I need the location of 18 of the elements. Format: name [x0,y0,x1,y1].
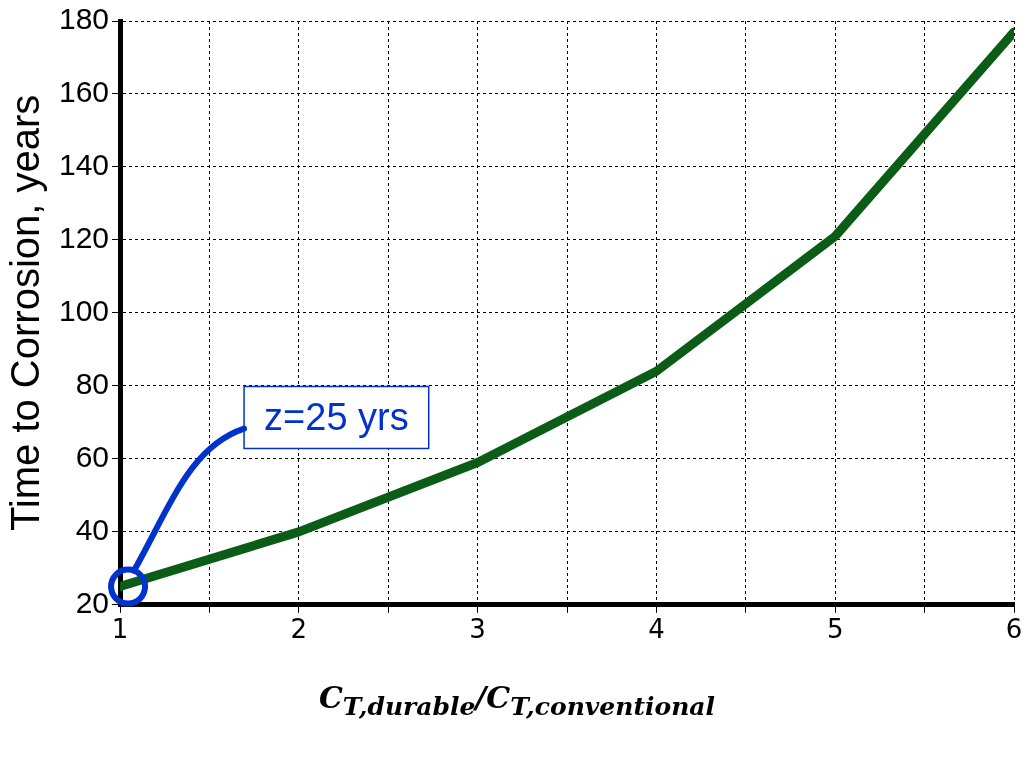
y-tick-label: 80 [75,367,110,401]
x-tick-label: 2 [290,614,308,645]
y-axis-title: Time to Corrosion, years [3,94,48,532]
y-tick-label: 180 [58,2,110,36]
annotation: z=25 yrs [264,396,409,439]
x-tick-label: 1 [111,614,129,645]
y-tick-label: 160 [58,75,110,109]
y-tick-label: 60 [75,440,110,474]
y-tick-label: 120 [58,221,110,255]
y-tick-label: 100 [58,294,110,328]
x-tick-label: 3 [469,614,486,645]
x-tick-label: 4 [648,614,665,645]
y-tick-label: 140 [58,148,110,182]
x-tick-label: 5 [826,614,844,645]
x-tick-label: 6 [1005,614,1023,645]
y-tick-label: 20 [75,586,110,620]
x-axis-title: C$_{T,durable}$/C$_{T,conventional}$ [317,680,717,721]
y-tick-label: 40 [75,513,110,547]
